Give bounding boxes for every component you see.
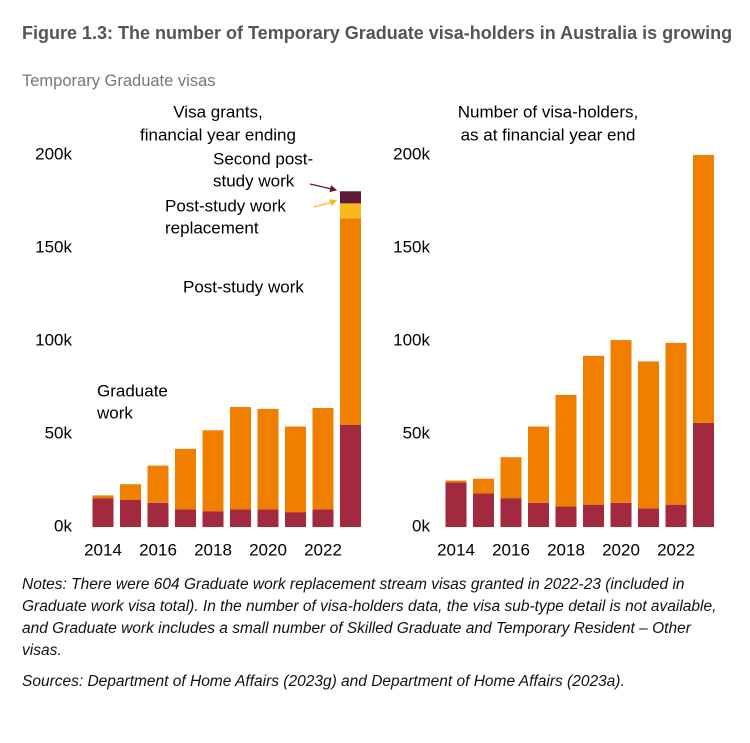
- y-tick-label: 150k: [393, 237, 430, 256]
- bar-segment: [500, 457, 522, 499]
- bar-segment: [120, 500, 141, 527]
- bar-segment: [312, 509, 334, 527]
- series-label: Second post-: [213, 149, 313, 168]
- arrow: [309, 183, 338, 193]
- bar-segment: [583, 504, 604, 527]
- bar-segment: [175, 509, 196, 527]
- bar-segment: [202, 430, 224, 512]
- y-tick-label: 200k: [35, 144, 72, 163]
- bar-segment: [340, 218, 361, 425]
- series-label: study work: [213, 171, 295, 190]
- y-tick-label: 100k: [35, 330, 72, 349]
- bar-segment: [285, 512, 306, 527]
- bar-segment: [312, 407, 334, 510]
- subtitle: Temporary Graduate visas: [22, 72, 216, 90]
- bar-segment: [610, 502, 632, 527]
- y-tick-label: 0k: [412, 516, 430, 535]
- bar-segment: [285, 426, 306, 513]
- series-label: work: [96, 403, 133, 422]
- bar-segment: [257, 509, 279, 527]
- arrow: [313, 199, 338, 208]
- bar-segment: [473, 493, 494, 527]
- bar-segment: [175, 448, 196, 510]
- y-tick-label: 100k: [393, 330, 430, 349]
- x-tick-label: 2022: [304, 540, 342, 559]
- y-tick-label: 50k: [45, 423, 73, 442]
- bar-segment: [473, 478, 494, 494]
- panel-title: as at financial year end: [461, 125, 636, 144]
- panel-title: Visa grants,: [173, 102, 262, 121]
- x-tick-label: 2020: [249, 540, 287, 559]
- x-tick-label: 2014: [84, 540, 122, 559]
- bar-segment: [500, 498, 522, 527]
- bar-segment: [202, 511, 224, 527]
- bar-segment: [340, 424, 361, 527]
- charts: Visa grants, financial year ending 0k 50k 10…: [35, 102, 714, 559]
- bar-segment: [665, 342, 687, 505]
- bar-segment: [92, 498, 114, 527]
- bar-segment: [445, 480, 467, 483]
- y-tick-label: 0k: [54, 516, 72, 535]
- x-tick-label: 2016: [492, 540, 530, 559]
- x-tick-label: 2014: [437, 540, 475, 559]
- series-label: replacement: [165, 218, 259, 237]
- bar-segment: [120, 484, 141, 501]
- x-tick-label: 2018: [194, 540, 232, 559]
- series-label: Post-study work: [183, 277, 304, 296]
- bar-segment: [555, 506, 577, 527]
- sources: Sources: Department of Home Affairs (202…: [22, 673, 625, 690]
- x-tick-label: 2016: [139, 540, 177, 559]
- bar-segment: [638, 361, 659, 509]
- title: Figure 1.3: The number of Temporary Grad…: [22, 23, 733, 43]
- bar-segment: [92, 495, 114, 499]
- bar-segment: [638, 508, 659, 527]
- y-tick-label: 200k: [393, 144, 430, 163]
- x-tick-label: 2022: [657, 540, 695, 559]
- bar-segment: [528, 502, 549, 527]
- bar-segment: [693, 155, 714, 423]
- notes: Notes: There were 604 Graduate work repl…: [22, 576, 717, 659]
- bar-segment: [583, 355, 604, 505]
- bar-segment: [693, 422, 714, 527]
- x-tick-label: 2018: [547, 540, 585, 559]
- series-label: Post-study work: [165, 196, 286, 215]
- bar-segment: [555, 394, 577, 507]
- bar-segment: [340, 203, 361, 219]
- panel-title: financial year ending: [140, 125, 296, 144]
- bar-segment: [665, 504, 687, 527]
- bar-segment: [528, 426, 549, 503]
- x-tick-label: 2020: [602, 540, 640, 559]
- bar-segment: [610, 340, 632, 503]
- bar-segment: [147, 465, 169, 503]
- bar-segment: [445, 482, 467, 527]
- bar-segment: [230, 509, 251, 527]
- bar-segment: [147, 502, 169, 527]
- bar-segment: [257, 408, 279, 510]
- bar-segment: [340, 191, 361, 204]
- series-label: Graduate: [97, 381, 168, 400]
- y-tick-label: 150k: [35, 237, 72, 256]
- y-tick-label: 50k: [403, 423, 431, 442]
- bar-segment: [230, 407, 251, 510]
- panel-title: Number of visa-holders,: [458, 102, 638, 121]
